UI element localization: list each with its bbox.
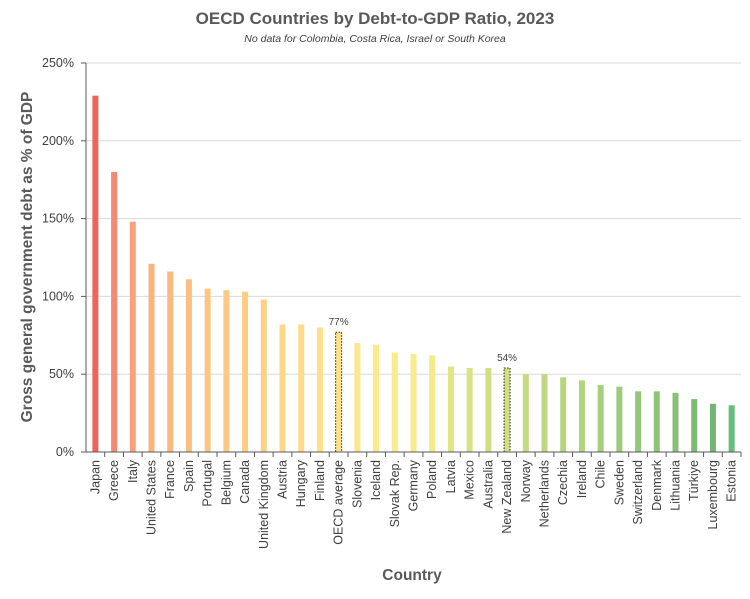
x-tick-label: Lithuania — [669, 460, 683, 511]
x-tick-label: Canada — [238, 460, 252, 504]
y-tick-label: 250% — [42, 56, 74, 70]
x-tick-label: Sweden — [612, 460, 626, 505]
y-tick-label: 100% — [42, 289, 74, 303]
x-axis-title: Country — [382, 567, 442, 584]
bar-mexico — [466, 367, 473, 452]
bar-ireland — [578, 380, 585, 452]
bar-canada — [242, 291, 249, 452]
x-tick-label: Portugal — [201, 460, 215, 507]
data-label: 54% — [497, 353, 517, 364]
x-tick-label: Norway — [519, 459, 533, 502]
y-tick-label: 150% — [42, 212, 74, 226]
bar-austria — [279, 324, 286, 452]
bar-france — [167, 271, 174, 452]
x-tick-label: Estonia — [725, 460, 739, 502]
bar-netherlands — [541, 374, 548, 452]
bar-t-rkiye — [691, 399, 698, 452]
x-tick-label: Finland — [313, 460, 327, 501]
x-tick-label: Chile — [594, 460, 608, 489]
x-tick-label: Luxembourg — [706, 460, 720, 530]
bar-japan — [92, 95, 99, 453]
bar-switzerland — [635, 391, 642, 452]
bar-sweden — [616, 386, 623, 452]
bar-oecd-average — [335, 331, 343, 453]
x-tick-label: Austria — [276, 460, 290, 499]
x-tick-label: United Kingdom — [257, 460, 271, 549]
x-tick-label: New Zealand — [500, 460, 514, 534]
bar-united-kingdom — [260, 299, 267, 452]
x-tick-label: Greece — [107, 460, 121, 501]
x-tick-label: Ireland — [575, 460, 589, 498]
bar-new-zealand — [503, 367, 511, 453]
x-tick-label: Spain — [182, 460, 196, 492]
x-tick-label: Hungary — [294, 459, 308, 507]
data-label: 77% — [329, 317, 349, 328]
bar-belgium — [223, 290, 230, 452]
bar-slovenia — [354, 343, 361, 452]
x-tick-label: Japan — [88, 460, 102, 494]
bar-poland — [429, 355, 436, 452]
y-axis-title: Gross general government debt as % of GD… — [19, 92, 36, 423]
chart-title: OECD Countries by Debt-to-GDP Ratio, 202… — [195, 9, 555, 28]
bar-italy — [129, 221, 136, 452]
y-tick-label: 0% — [56, 445, 74, 459]
bar-spain — [185, 279, 192, 452]
bar-australia — [485, 367, 492, 452]
x-tick-label: Iceland — [369, 460, 383, 500]
bar-slovak-rep — [391, 352, 398, 452]
x-tick-label: Germany — [407, 459, 421, 511]
x-tick-label: Latvia — [444, 460, 458, 493]
x-tick-label: Slovenia — [350, 460, 364, 508]
x-tick-label: France — [163, 460, 177, 499]
chart-subtitle: No data for Colombia, Costa Rica, Israel… — [244, 33, 506, 45]
bar-czechia — [560, 377, 567, 452]
x-tick-label: Italy — [126, 459, 140, 483]
x-tick-label: OECD average — [332, 460, 346, 545]
x-tick-label: Belgium — [219, 460, 233, 505]
x-tick-label: Czechia — [556, 460, 570, 505]
x-tick-label: Poland — [425, 460, 439, 499]
bar-latvia — [447, 366, 454, 452]
bar-germany — [410, 353, 417, 452]
bar-finland — [316, 327, 323, 452]
bar-denmark — [653, 391, 660, 452]
bar-united-states — [148, 263, 155, 452]
bar-chile — [597, 385, 604, 452]
bar-luxembourg — [709, 403, 716, 452]
bar-norway — [522, 374, 529, 452]
x-tick-label: Mexico — [463, 460, 477, 500]
bar-iceland — [373, 344, 380, 452]
x-tick-label: United States — [145, 460, 159, 535]
x-tick-label: Denmark — [650, 459, 664, 510]
x-tick-label: Australia — [481, 460, 495, 509]
bar-greece — [111, 171, 118, 453]
y-tick-label: 200% — [42, 134, 74, 148]
bar-estonia — [728, 405, 735, 452]
y-tick-label: 50% — [49, 367, 74, 381]
x-tick-label: Netherlands — [538, 460, 552, 527]
x-tick-label: Switzerland — [631, 460, 645, 525]
bar-hungary — [298, 324, 305, 452]
bar-portugal — [204, 288, 211, 452]
bar-lithuania — [672, 392, 679, 452]
x-tick-label: Slovak Rep. — [388, 460, 402, 527]
x-tick-label: Türkiye — [687, 460, 701, 501]
